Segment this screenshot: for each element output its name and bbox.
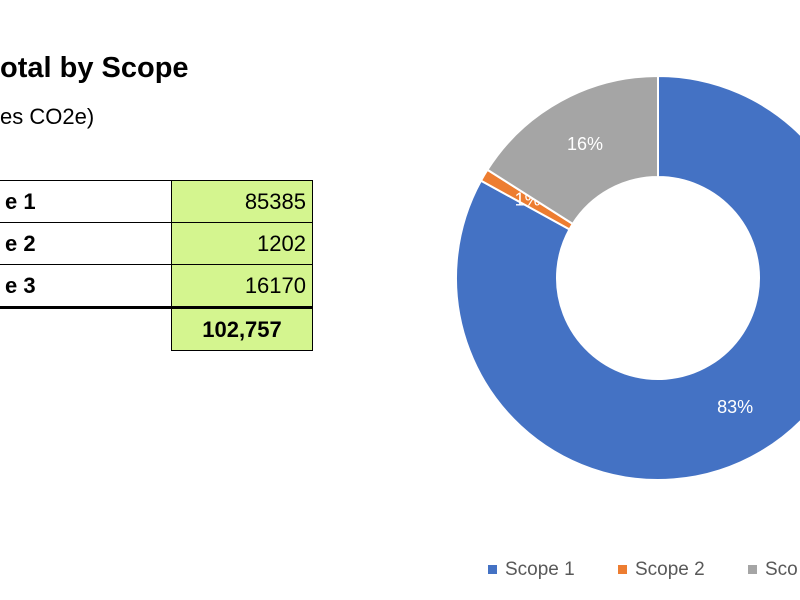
sheet-title: otal by Scope	[0, 52, 189, 84]
row-value: 85385	[171, 180, 313, 223]
table-row: e 3 16170	[0, 264, 313, 309]
row-value: 1202	[171, 222, 313, 265]
legend-swatch	[618, 565, 627, 574]
legend-label: Sco	[765, 559, 798, 580]
donut-slice	[455, 74, 800, 481]
table-row: e 2 1202	[0, 222, 313, 265]
legend-label: Scope 1	[505, 559, 575, 580]
row-label: e 3	[0, 264, 172, 309]
donut-slice	[486, 74, 659, 226]
table-row: e 1 85385	[0, 180, 313, 223]
total-value: 102,757	[171, 307, 313, 351]
legend-swatch	[748, 565, 757, 574]
legend-label: Scope 2	[635, 559, 705, 580]
legend-swatch	[488, 565, 497, 574]
total-spacer	[0, 307, 172, 351]
row-label: e 1	[0, 180, 172, 223]
slice-label: 16%	[567, 134, 603, 154]
total-row: 102,757	[0, 307, 313, 351]
row-value: 16170	[171, 264, 313, 309]
row-label: e 2	[0, 222, 172, 265]
slice-label: 83%	[717, 397, 753, 417]
scope-table: e 1 85385 e 2 1202 e 3 16170 102,757	[0, 180, 313, 351]
sheet-subtitle: es CO2e)	[0, 104, 95, 129]
